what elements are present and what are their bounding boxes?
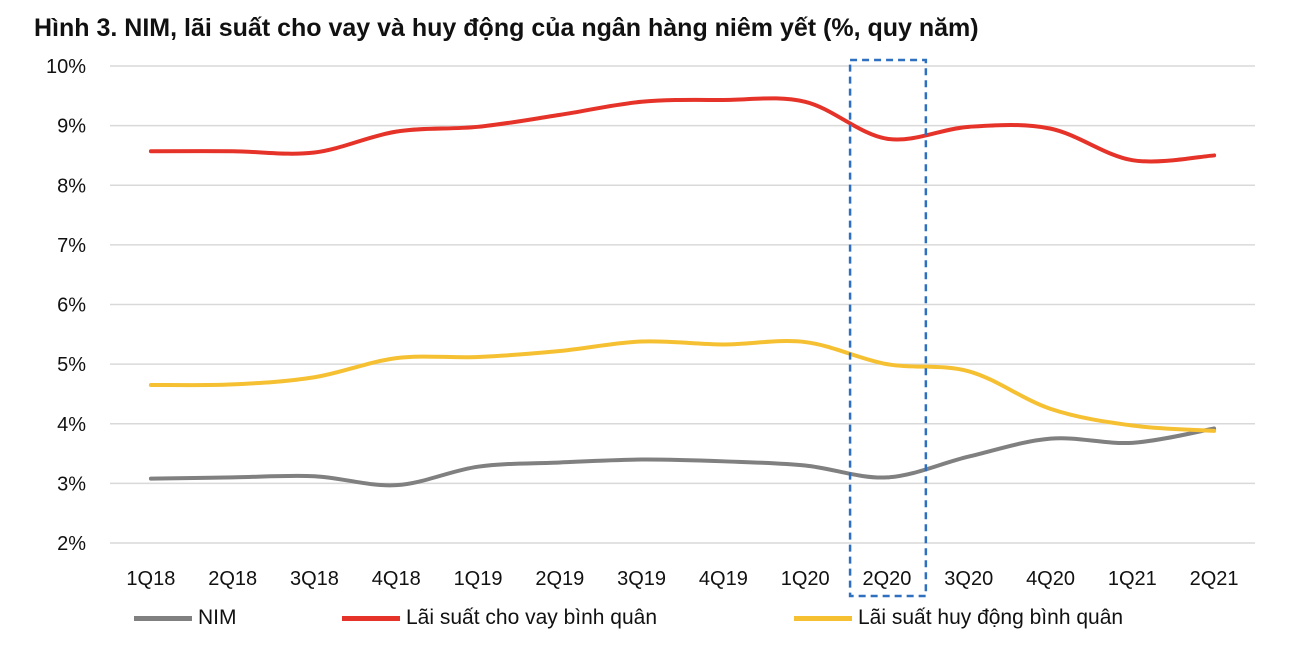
legend-swatch-deposit-rate <box>794 615 852 621</box>
x-tick-label: 2Q20 <box>862 568 911 590</box>
y-tick-label: 8% <box>57 175 86 197</box>
legend-label-lending-rate: Lãi suất cho vay bình quân <box>406 606 658 629</box>
legend-label-deposit-rate: Lãi suất huy động bình quân <box>858 606 1124 629</box>
series-line-deposit-rate <box>148 339 1217 433</box>
x-tick-label: 2Q18 <box>208 568 257 590</box>
x-tick-label: 2Q19 <box>535 568 584 590</box>
x-tick-label: 2Q21 <box>1190 568 1239 590</box>
line-chart: 2% 3% 4% 5% 6% 7% 8% 9% 10% 1Q18 2Q18 3Q18 4Q18 1Q19… <box>46 56 1255 598</box>
chart-title: Hình 3. NIM, lãi suất cho vay và huy độn… <box>34 14 979 42</box>
y-axis-ticks: 2% 3% 4% 5% 6% 7% 8% 9% 10% <box>46 56 86 555</box>
gridlines <box>110 65 1255 544</box>
legend-item-nim: NIM <box>134 606 237 630</box>
x-tick-label: 1Q18 <box>126 568 175 590</box>
x-tick-label: 1Q20 <box>781 568 830 590</box>
legend-swatch-nim <box>134 615 192 621</box>
y-tick-label: 3% <box>57 473 86 495</box>
series-line-nim <box>148 426 1217 488</box>
x-tick-label: 1Q19 <box>454 568 503 590</box>
legend: NIM Lãi suất cho vay bình quân Lãi suất … <box>0 600 1310 636</box>
y-tick-label: 9% <box>57 116 86 138</box>
x-tick-label: 4Q19 <box>699 568 748 590</box>
legend-item-lending-rate: Lãi suất cho vay bình quân <box>342 606 657 630</box>
y-tick-label: 2% <box>57 533 86 555</box>
legend-item-deposit-rate: Lãi suất huy động bình quân <box>794 606 1123 630</box>
series-line-lending-rate <box>148 96 1217 164</box>
x-tick-label: 3Q19 <box>617 568 666 590</box>
legend-label-nim: NIM <box>198 606 237 629</box>
y-tick-label: 6% <box>57 295 86 317</box>
legend-swatch-lending-rate <box>342 615 400 621</box>
x-tick-label: 1Q21 <box>1108 568 1157 590</box>
x-axis-ticks: 1Q18 2Q18 3Q18 4Q18 1Q19 2Q19 3Q19 4Q19 1Q20 2Q20… <box>126 568 1238 590</box>
x-tick-label: 3Q20 <box>944 568 993 590</box>
y-tick-label: 5% <box>57 354 86 376</box>
y-tick-label: 7% <box>57 235 86 257</box>
series-lines <box>148 96 1217 488</box>
x-tick-label: 4Q18 <box>372 568 421 590</box>
y-tick-label: 4% <box>57 414 86 436</box>
y-tick-label: 10% <box>46 56 86 78</box>
x-tick-label: 3Q18 <box>290 568 339 590</box>
highlight-box <box>848 58 928 598</box>
x-tick-label: 4Q20 <box>1026 568 1075 590</box>
